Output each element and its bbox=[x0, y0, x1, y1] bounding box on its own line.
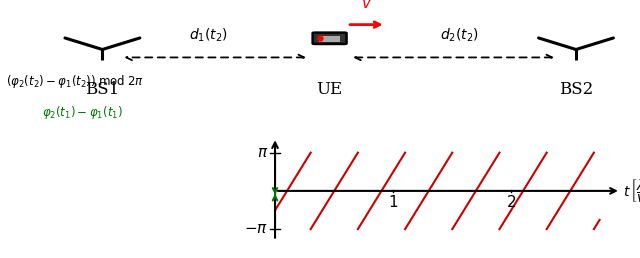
Bar bbox=[319, 36, 340, 42]
Text: $(\varphi_2(t_2) - \varphi_1(t_2))\;{\rm mod}\;2\pi$: $(\varphi_2(t_2) - \varphi_1(t_2))\;{\rm… bbox=[6, 73, 145, 90]
Text: BS2: BS2 bbox=[559, 81, 593, 98]
Text: $1$: $1$ bbox=[388, 194, 398, 210]
Text: $\pi$: $\pi$ bbox=[257, 146, 268, 160]
Text: $-\pi$: $-\pi$ bbox=[244, 222, 268, 236]
Text: $t\,\left[\dfrac{\lambda}{v}\right]$: $t\,\left[\dfrac{\lambda}{v}\right]$ bbox=[623, 178, 640, 205]
Text: BS1: BS1 bbox=[85, 81, 120, 98]
Text: $v$: $v$ bbox=[361, 0, 372, 11]
Text: $d_1(t_2)$: $d_1(t_2)$ bbox=[189, 26, 228, 44]
FancyBboxPatch shape bbox=[312, 33, 347, 44]
Text: UE: UE bbox=[316, 81, 343, 98]
Text: $2$: $2$ bbox=[506, 194, 516, 210]
Text: $d_2(t_2)$: $d_2(t_2)$ bbox=[440, 26, 479, 44]
Text: $\varphi_2(t_1) - \varphi_1(t_1)$: $\varphi_2(t_1) - \varphi_1(t_1)$ bbox=[42, 104, 122, 121]
